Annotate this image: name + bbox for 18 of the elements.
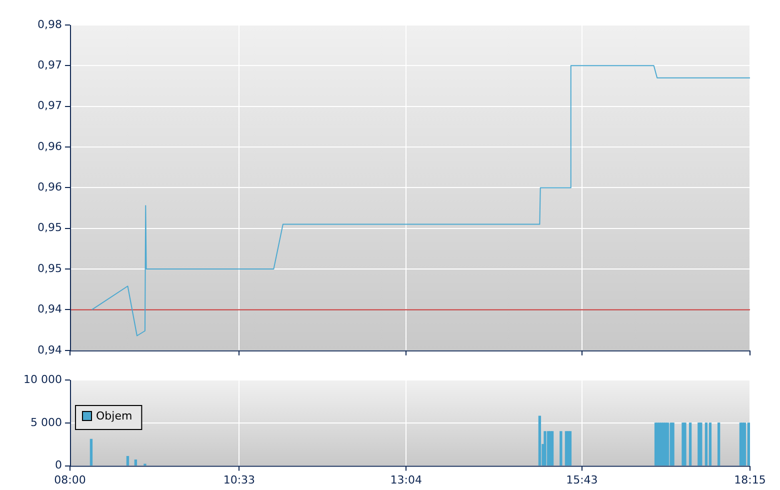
y-tick-label: 5 000 [30,416,62,429]
x-tick-label: 18:15 [734,473,766,486]
y-tick-label: 0,96 [38,140,62,153]
y-tick-label: 0,95 [38,221,62,234]
legend-label: Objem [96,409,132,422]
y-tick-label: 0,97 [38,99,62,112]
y-tick-label: 10 000 [24,372,62,386]
x-tick-label: 08:00 [54,473,86,486]
y-tick-label: 0,94 [38,302,62,316]
x-tick-label: 15:43 [566,473,598,486]
y-tick-label: 0,94 [38,343,62,356]
y-tick-label: 0,97 [38,58,62,72]
y-tick-label: 0,95 [38,262,62,275]
y-tick-label: 0,96 [38,180,62,194]
y-tick-label: 0,98 [38,18,62,31]
y-tick-label: 0 [55,458,62,472]
x-tick-label: 10:33 [223,473,256,486]
x-tick-label: 13:04 [390,473,422,486]
